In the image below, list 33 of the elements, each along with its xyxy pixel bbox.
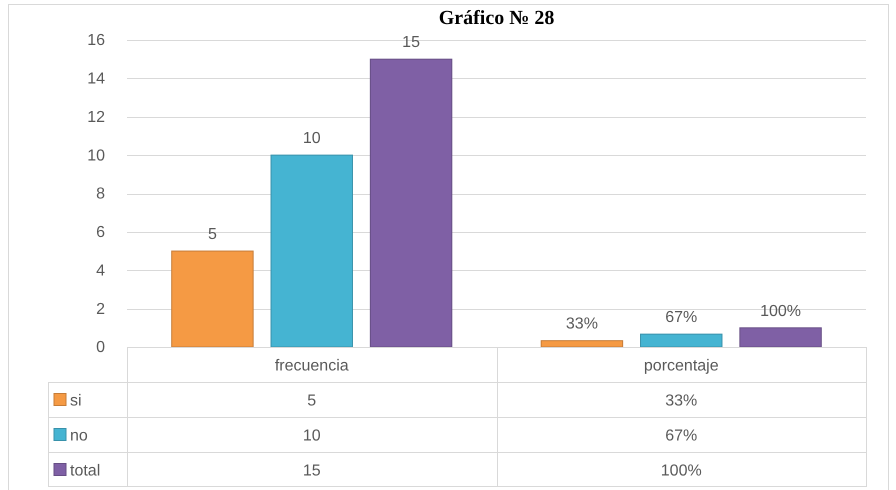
bar <box>739 327 822 348</box>
text: 67% <box>665 309 698 326</box>
data-label: 100% <box>660 462 702 480</box>
bar <box>270 154 353 348</box>
text: 15 <box>402 34 420 52</box>
x-tick-label: porcentaje <box>644 358 719 374</box>
y-tick-label: 2 <box>96 300 106 318</box>
data-label: 10 <box>302 428 321 444</box>
bar <box>540 340 624 348</box>
text: 10 <box>302 130 321 148</box>
data-label: 5 <box>307 392 316 410</box>
data-label: 15 <box>302 462 321 480</box>
bar <box>370 58 452 348</box>
text: 33% <box>566 316 598 333</box>
data-label: 67% <box>665 428 698 444</box>
y-tick-label: 10 <box>87 147 106 164</box>
text: 100% <box>760 302 802 320</box>
y-tick-label: 0 <box>96 339 106 356</box>
y-tick-label: 14 <box>87 70 106 88</box>
data-label: 33% <box>665 392 698 410</box>
legend-label: si <box>70 392 82 410</box>
bar <box>640 334 722 348</box>
chart-title: Gráfico № 28 <box>438 7 554 29</box>
text: 5 <box>208 226 217 244</box>
y-tick-label: 8 <box>96 186 106 203</box>
y-tick-label: 16 <box>87 32 106 50</box>
legend-label: total <box>70 462 100 480</box>
y-tick-label: 12 <box>87 108 106 126</box>
y-tick-label: 6 <box>96 224 106 241</box>
y-tick-label: 4 <box>96 262 106 280</box>
x-tick-label: frecuencia <box>274 358 349 374</box>
legend-label: no <box>70 428 88 444</box>
bar <box>171 250 254 348</box>
